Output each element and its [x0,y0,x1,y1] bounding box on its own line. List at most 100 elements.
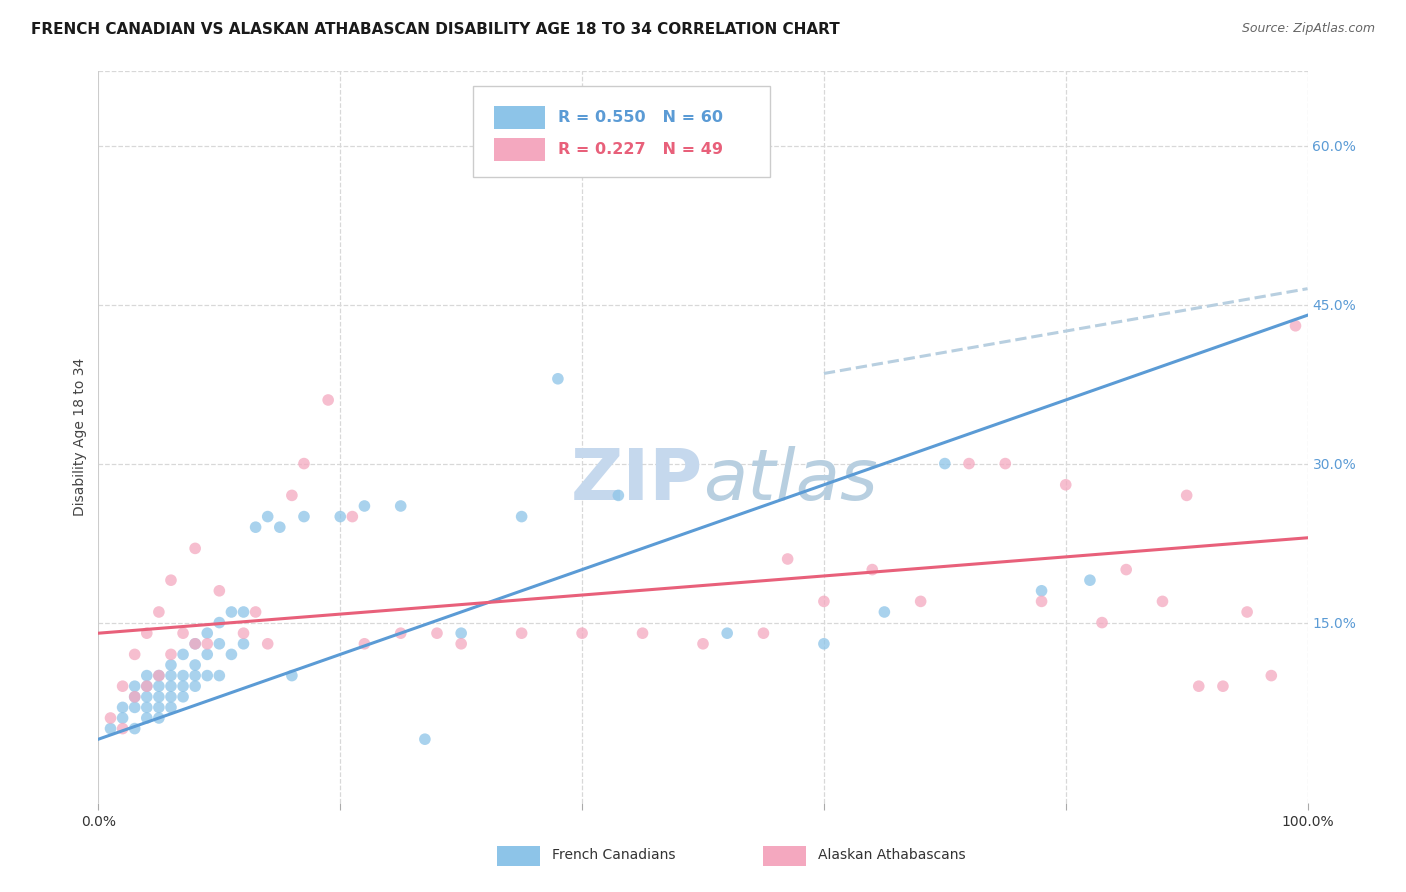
Point [1078,573,1101,587]
Point [316,392,339,407]
Point [1152,594,1174,608]
Point [607,488,630,502]
Point [195,648,218,662]
Point [329,509,352,524]
Point [160,668,183,682]
Point [256,637,278,651]
Text: ZIP: ZIP [571,447,703,516]
Point [776,552,799,566]
Point [111,722,134,736]
Point [208,668,231,682]
Point [1175,488,1198,502]
Point [172,626,194,640]
Bar [763,846,806,866]
Point [184,658,207,673]
Text: FRENCH CANADIAN VS ALASKAN ATHABASCAN DISABILITY AGE 18 TO 34 CORRELATION CHART: FRENCH CANADIAN VS ALASKAN ATHABASCAN DI… [31,22,839,37]
Point [184,541,207,556]
Point [148,668,170,682]
Point [184,637,207,651]
Point [184,668,207,682]
Point [135,711,157,725]
Text: R = 0.227   N = 49: R = 0.227 N = 49 [558,142,723,157]
Point [873,605,896,619]
Point [124,648,146,662]
Point [232,637,254,651]
Point [135,626,157,640]
Point [148,668,170,682]
Point [1091,615,1114,630]
Point [100,722,122,736]
Point [124,690,146,704]
Point [232,626,254,640]
Point [160,679,183,693]
Point [631,626,654,640]
Point [450,637,472,651]
Point [413,732,436,747]
Point [957,457,980,471]
Text: R = 0.550   N = 60: R = 0.550 N = 60 [558,110,723,125]
Point [160,658,183,673]
Point [752,626,775,640]
Point [1031,583,1053,598]
Point [221,648,243,662]
Y-axis label: Disability Age 18 to 34: Disability Age 18 to 34 [73,358,87,516]
Point [571,626,593,640]
Point [148,690,170,704]
Point [124,679,146,693]
Point [148,700,170,714]
Bar [494,106,544,129]
Point [1054,477,1077,491]
Text: French Canadians: French Canadians [551,848,675,863]
Point [281,668,304,682]
Point [342,509,364,524]
Point [111,711,134,725]
Point [160,573,183,587]
Point [245,520,267,534]
Point [148,679,170,693]
Point [716,626,738,640]
Point [389,626,412,640]
Point [353,499,375,513]
Point [389,499,412,513]
Point [111,700,134,714]
Point [148,605,170,619]
Point [195,668,218,682]
Point [292,509,315,524]
Point [221,605,243,619]
Point [208,615,231,630]
Bar [498,846,540,866]
Point [256,509,278,524]
Text: Source: ZipAtlas.com: Source: ZipAtlas.com [1241,22,1375,36]
Point [353,637,375,651]
Point [135,700,157,714]
Point [1260,668,1282,682]
Point [426,626,449,640]
Point [813,637,835,651]
Point [994,457,1017,471]
Point [1236,605,1258,619]
Point [1031,594,1053,608]
Point [124,700,146,714]
Point [111,679,134,693]
Point [135,679,157,693]
Point [510,626,533,640]
Text: Alaskan Athabascans: Alaskan Athabascans [818,848,966,863]
Point [450,626,472,640]
Point [160,690,183,704]
Point [1284,318,1306,333]
Point [172,690,194,704]
Point [172,668,194,682]
Point [160,700,183,714]
Point [135,679,157,693]
Point [269,520,291,534]
Point [135,668,157,682]
Point [148,711,170,725]
Point [184,679,207,693]
Point [172,648,194,662]
Point [510,509,533,524]
Point [281,488,304,502]
Point [1212,679,1234,693]
Bar [494,138,544,161]
Point [910,594,932,608]
Point [100,711,122,725]
